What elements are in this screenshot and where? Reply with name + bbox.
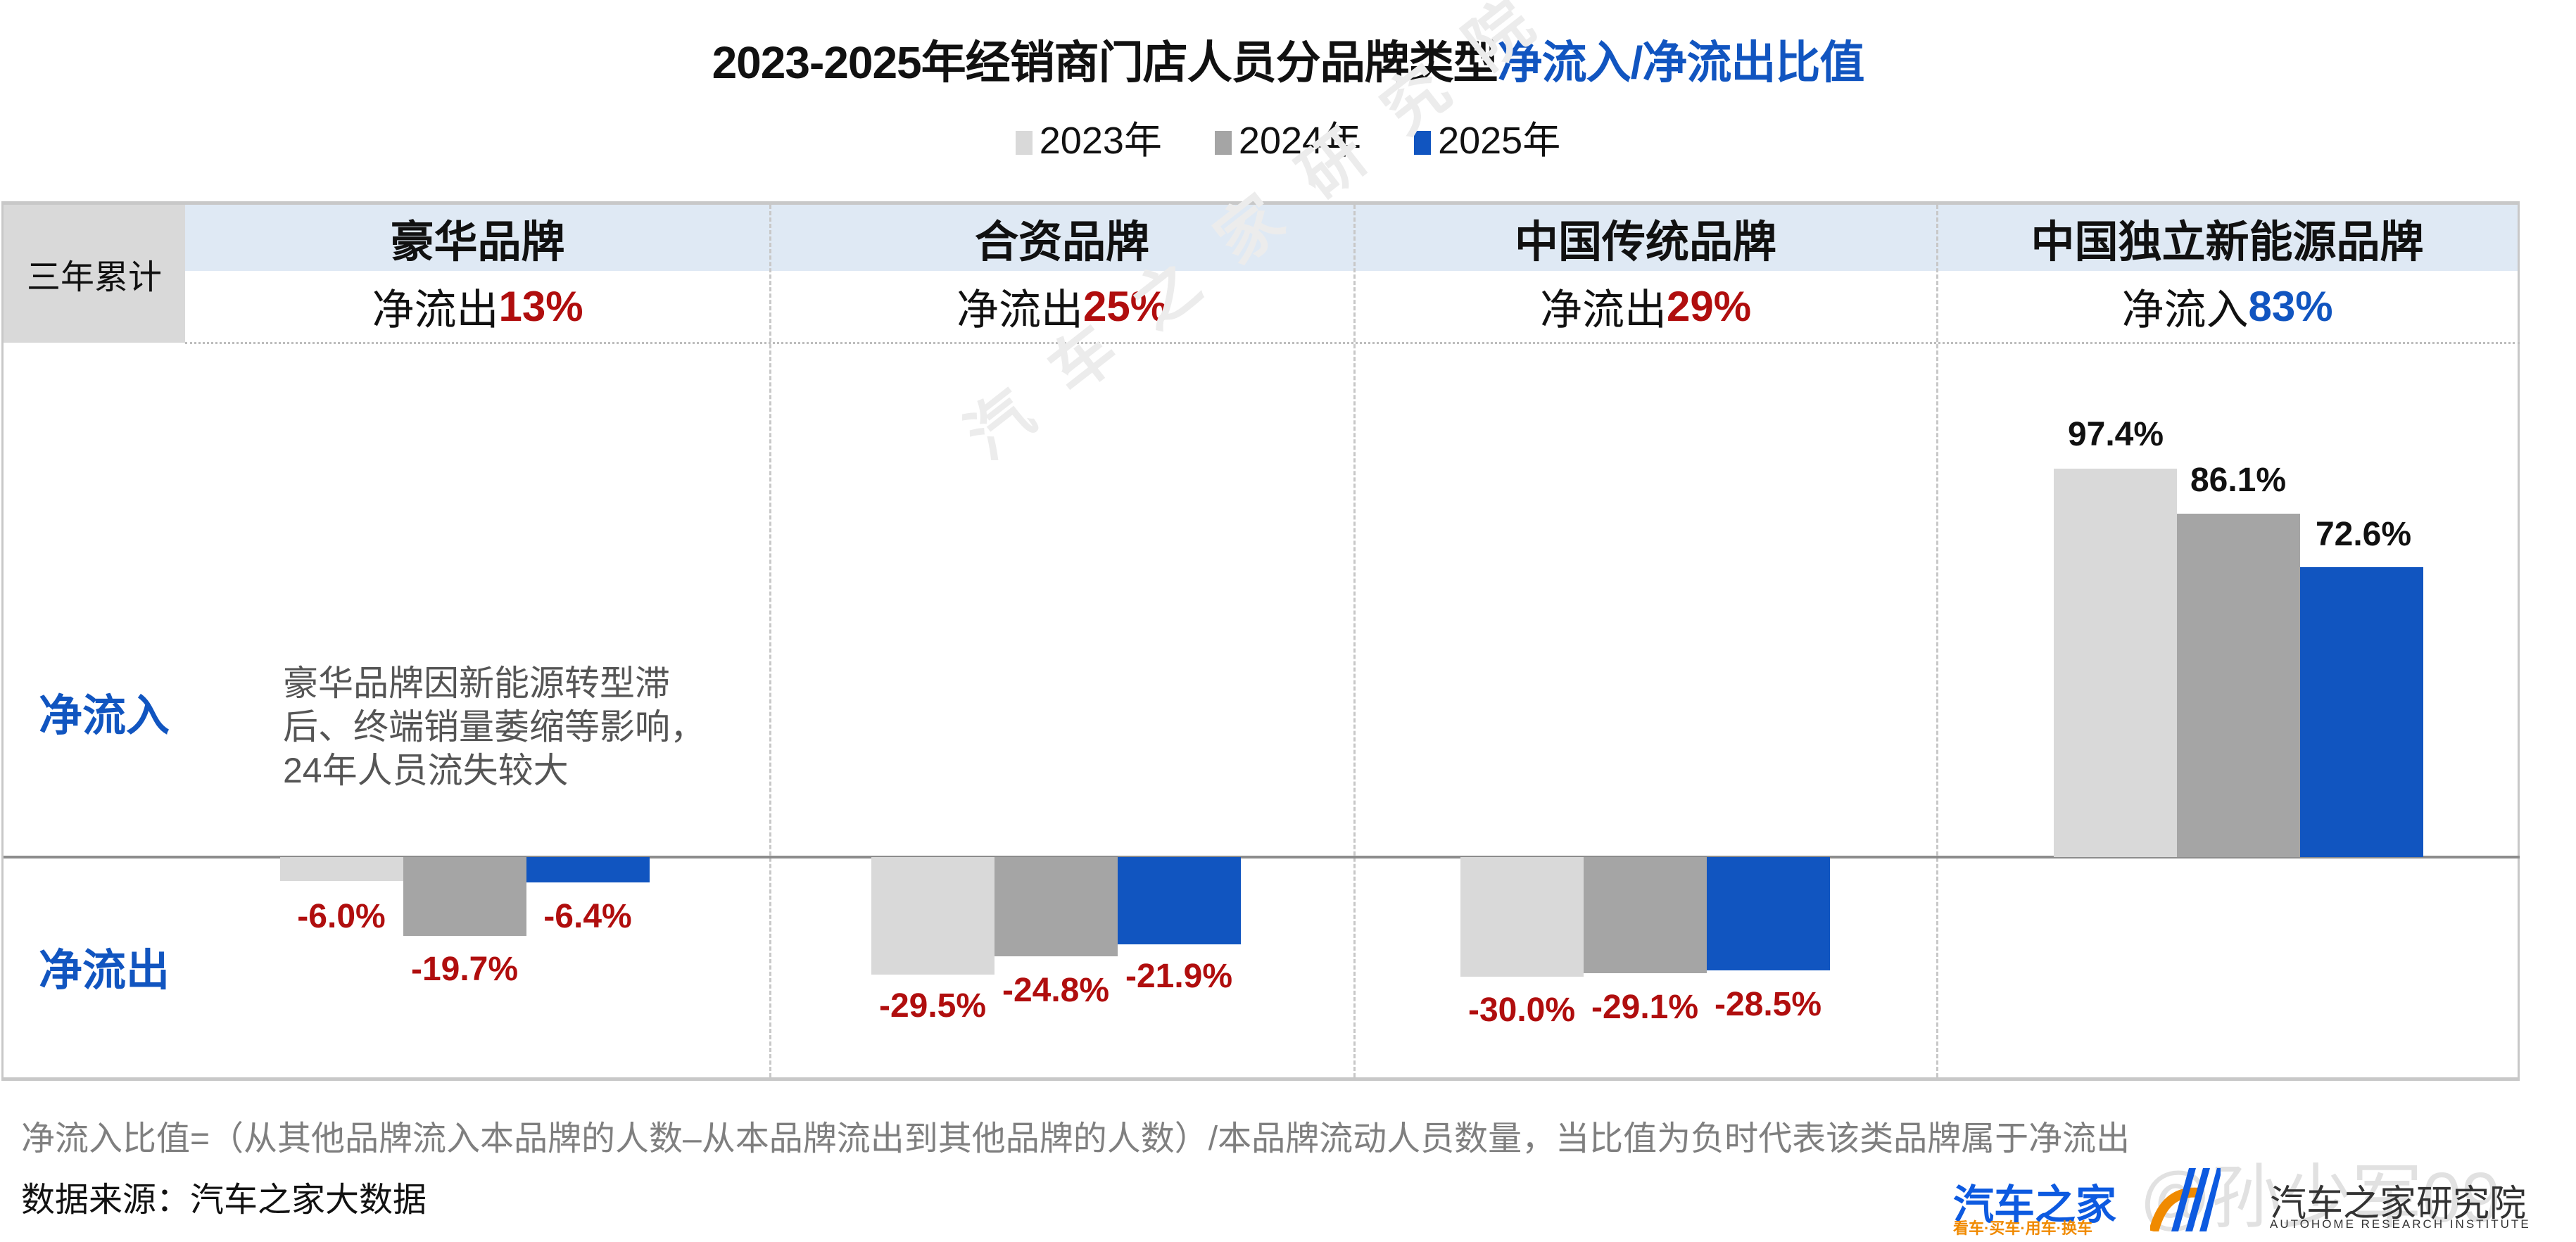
legend-swatch-2024 (1214, 131, 1232, 155)
row-label-outflow: 净流出 (39, 946, 170, 995)
corner-label: 三年累计 (4, 205, 185, 343)
bar-luxury-2025 (526, 857, 650, 882)
legend-label: 2023年 (1039, 120, 1162, 162)
summary-jv: 净流出 25% (770, 271, 1354, 341)
legend-item-2025: 2025年 (1414, 109, 1560, 165)
summary-prefix: 净流出 (956, 286, 1083, 334)
bar-jv-2024 (995, 857, 1118, 956)
bar-jv-2023 (871, 857, 995, 975)
brand-header-cn-traditional: 中国传统品牌 (1354, 205, 1937, 271)
summary-value: 83% (2248, 282, 2333, 330)
data-label: 72.6% (2315, 516, 2412, 553)
brand-header-cn-nev: 中国独立新能源品牌 (1937, 205, 2518, 271)
bar-cn-traditional-2025 (1707, 857, 1830, 970)
bar-cn-traditional-2024 (1584, 857, 1707, 973)
data-label: 86.1% (2190, 462, 2287, 499)
zero-axis (4, 856, 2520, 858)
legend-label: 2024年 (1238, 120, 1362, 162)
formula-note: 净流入比值=（从其他品牌流入本品牌的人数–从本品牌流出到其他品牌的人数）/本品牌… (21, 1120, 2130, 1158)
title-prefix: 2023-2025年经销商门店人员分品牌类型 (712, 37, 1498, 88)
bar-luxury-2024 (403, 857, 526, 936)
legend-swatch-2025 (1414, 131, 1432, 155)
column-divider (1353, 205, 1356, 1077)
summary-prefix: 净流出 (1539, 286, 1667, 334)
institute-logo-text: 汽车之家研究院 (2270, 1184, 2527, 1224)
legend-label: 2025年 (1438, 120, 1561, 162)
legend-item-2023: 2023年 (1015, 109, 1162, 165)
summary-prefix: 净流出 (372, 286, 499, 334)
autohome-logo: 汽车之家 (1953, 1182, 2117, 1228)
data-label: -29.5% (878, 987, 987, 1025)
summary-value: 29% (1666, 282, 1752, 330)
chart-title: 2023-2025年经销商门店人员分品牌类型净流入/净流出比值 (0, 27, 2576, 91)
column-divider (769, 205, 771, 1077)
data-label: -6.4% (543, 898, 632, 935)
summary-prefix: 净流入 (2121, 286, 2249, 334)
bar-cn-nev-2023 (2054, 469, 2177, 857)
bar-cn-nev-2025 (2300, 567, 2423, 857)
autohome-tagline: 看车·买车·用车·换车 (1953, 1219, 2092, 1237)
row-label-inflow: 净流入 (39, 692, 170, 740)
bar-cn-nev-2024 (2177, 514, 2300, 857)
summary-value: 13% (498, 282, 583, 330)
bar-luxury-2023 (280, 857, 403, 881)
table-frame (1, 201, 2520, 1081)
data-source: 数据来源：汽车之家大数据 (21, 1181, 427, 1219)
legend-swatch-2023 (1015, 131, 1033, 155)
data-label: 97.4% (2067, 416, 2164, 453)
legend-item-2024: 2024年 (1214, 109, 1362, 165)
institute-logo-english: AUTOHOME RESEARCH INSTITUTE (2270, 1217, 2531, 1231)
summary-luxury: 净流出 13% (185, 271, 770, 341)
summary-divider (185, 342, 2520, 344)
data-label: -24.8% (1002, 972, 1110, 1009)
column-divider (1936, 205, 1938, 1077)
summary-cn-traditional: 净流出 29% (1354, 271, 1937, 341)
bar-jv-2025 (1118, 857, 1241, 944)
data-label: -29.1% (1591, 989, 1699, 1026)
data-label: -21.9% (1125, 958, 1233, 995)
brand-header-luxury: 豪华品牌 (185, 205, 770, 271)
legend: 2023年 2024年 2025年 (0, 109, 2576, 165)
luxury-annotation: 豪华品牌因新能源转型滞 后、终端销量萎缩等影响， 24年人员流失较大 (283, 661, 740, 792)
summary-cn-nev: 净流入 83% (1937, 271, 2518, 341)
data-label: -30.0% (1467, 991, 1576, 1029)
annotation-line: 豪华品牌因新能源转型滞 (283, 664, 670, 703)
annotation-line: 24年人员流失较大 (283, 751, 569, 790)
summary-value: 25% (1082, 282, 1168, 330)
data-label: -28.5% (1714, 986, 1822, 1023)
data-label: -6.0% (297, 898, 386, 935)
institute-logo-icon (2150, 1168, 2221, 1231)
bar-cn-traditional-2023 (1460, 857, 1584, 977)
brand-header-jv: 合资品牌 (770, 205, 1354, 271)
title-highlight: 净流入/净流出比值 (1497, 37, 1865, 88)
annotation-line: 后、终端销量萎缩等影响， (283, 707, 705, 747)
data-label: -19.7% (410, 951, 519, 988)
